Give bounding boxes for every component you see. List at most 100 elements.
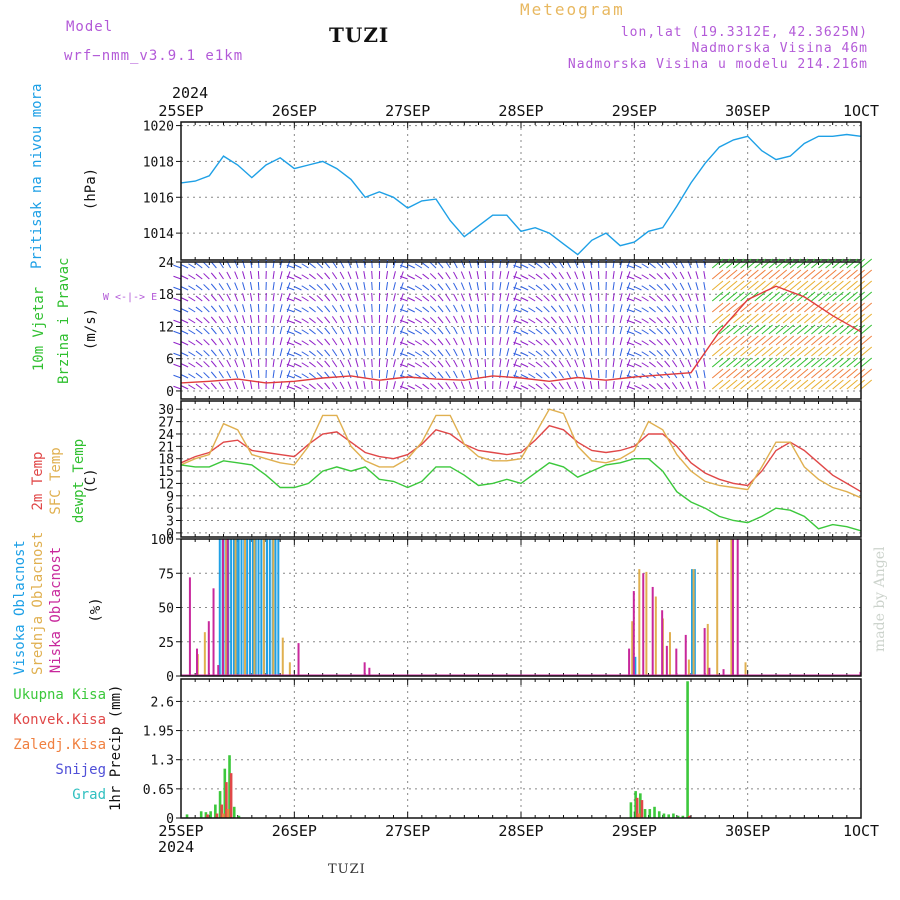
wind-barb bbox=[846, 324, 858, 335]
wind-barb bbox=[740, 280, 752, 291]
wind-barb bbox=[308, 372, 316, 379]
wind-barb bbox=[853, 335, 865, 346]
wind-barb bbox=[582, 304, 586, 313]
wind-barb bbox=[218, 327, 224, 335]
wind-barb bbox=[286, 330, 295, 335]
wind-barb bbox=[294, 341, 302, 346]
wind-barb bbox=[188, 307, 196, 313]
wind-barb bbox=[566, 293, 572, 302]
wind-barb bbox=[407, 286, 415, 291]
wind-barb bbox=[513, 282, 518, 291]
wind-barb bbox=[506, 315, 510, 324]
wind-barb bbox=[597, 358, 600, 368]
wind-barb bbox=[671, 316, 678, 324]
bar-cloud-2 bbox=[708, 667, 711, 676]
wind-barb bbox=[853, 368, 865, 379]
wind-barb bbox=[355, 304, 359, 313]
wind-barb bbox=[400, 326, 404, 335]
wind-barb bbox=[294, 385, 302, 390]
wind-barb bbox=[476, 271, 479, 280]
wind-barb bbox=[385, 293, 389, 302]
wind-barb bbox=[331, 349, 338, 357]
wind-barb bbox=[513, 271, 518, 280]
wind-barb bbox=[499, 282, 502, 291]
wind-barb bbox=[520, 286, 529, 291]
wind-barb bbox=[399, 319, 408, 324]
wind-barb bbox=[286, 293, 291, 302]
bar-precip-0 bbox=[204, 812, 208, 818]
wind-barb bbox=[445, 338, 451, 346]
wind-barb bbox=[839, 379, 851, 390]
wind-barb bbox=[249, 348, 253, 357]
wind-barb bbox=[445, 272, 451, 280]
wind-barb bbox=[818, 357, 830, 368]
wind-barbs bbox=[173, 258, 873, 390]
wind-barb bbox=[513, 315, 518, 324]
wind-barb bbox=[371, 314, 373, 324]
wind-barb bbox=[747, 346, 759, 357]
wind-barb bbox=[180, 385, 189, 390]
wind-barb bbox=[286, 341, 295, 346]
wind-barb bbox=[399, 363, 408, 368]
wind-barb bbox=[294, 308, 302, 313]
wind-barb bbox=[811, 357, 823, 368]
wind-barb bbox=[566, 370, 572, 379]
wind-barb bbox=[324, 294, 331, 302]
wind-barb bbox=[180, 363, 189, 368]
wind-barb bbox=[671, 349, 678, 357]
bar-cloud-1 bbox=[645, 571, 648, 676]
bar-precip-0 bbox=[648, 809, 652, 818]
wind-barb bbox=[839, 368, 851, 379]
wind-barb bbox=[574, 282, 579, 291]
wind-barb bbox=[316, 350, 324, 357]
wind-barb bbox=[775, 335, 788, 346]
wind-barb bbox=[437, 305, 444, 313]
wind-barb bbox=[385, 271, 389, 280]
wind-barb bbox=[393, 381, 396, 390]
wind-barb bbox=[648, 383, 656, 390]
wind-barb bbox=[804, 346, 816, 357]
wind-barb bbox=[272, 348, 275, 357]
wind-barb bbox=[641, 340, 649, 346]
wind-barb bbox=[768, 258, 780, 269]
bar-precip-1 bbox=[225, 782, 228, 818]
wind-barb bbox=[543, 284, 550, 291]
wind-barb bbox=[687, 271, 692, 280]
wind-barb bbox=[648, 328, 656, 335]
bar-cloud-2 bbox=[736, 539, 739, 676]
wind-barb bbox=[294, 275, 302, 280]
wind-barb bbox=[180, 330, 189, 335]
wind-barb bbox=[218, 360, 224, 368]
wind-barb bbox=[589, 304, 593, 313]
wind-barb bbox=[782, 357, 795, 368]
wind-barb bbox=[853, 357, 865, 368]
wind-barb bbox=[574, 271, 579, 280]
y-tick-label: 25 bbox=[158, 636, 174, 651]
wind-barb bbox=[719, 357, 731, 368]
bar-cloud-1 bbox=[706, 623, 709, 676]
wind-barb bbox=[711, 313, 724, 324]
wind-barb bbox=[695, 293, 699, 302]
wind-barb bbox=[804, 357, 816, 368]
bar-cloud-2 bbox=[651, 586, 654, 676]
wind-barb bbox=[582, 326, 586, 335]
wind-barb bbox=[853, 324, 865, 335]
wind-barb bbox=[195, 284, 203, 291]
wind-barb bbox=[597, 325, 600, 335]
wind-barb bbox=[782, 379, 795, 390]
wind-barb bbox=[371, 380, 373, 390]
wind-barb bbox=[257, 270, 260, 280]
wind-barb bbox=[619, 337, 623, 346]
bar-cloud-1 bbox=[668, 632, 671, 676]
wind-barb bbox=[316, 328, 324, 335]
wind-barb bbox=[626, 271, 631, 280]
wind-barb bbox=[429, 350, 437, 357]
wind-barb bbox=[407, 264, 415, 269]
wind-barb bbox=[589, 381, 593, 390]
wind-barb bbox=[754, 346, 766, 357]
wind-barb bbox=[499, 326, 502, 335]
wind-barb bbox=[634, 385, 642, 390]
bar-cloud-2 bbox=[297, 643, 300, 676]
wind-barb bbox=[761, 280, 773, 291]
wind-barb bbox=[550, 294, 557, 302]
